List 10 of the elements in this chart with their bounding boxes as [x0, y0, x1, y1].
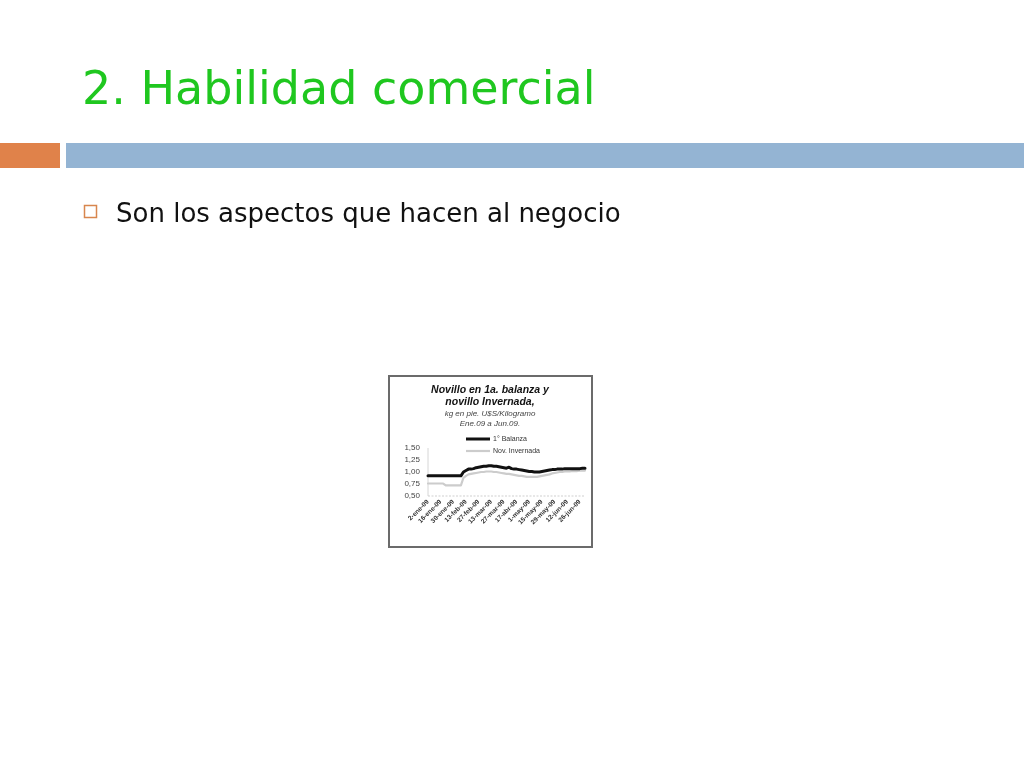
y-tick-label: 0,50: [404, 491, 421, 501]
y-tick-label: 1,25: [404, 455, 421, 465]
y-tick-label: 0,75: [404, 479, 421, 489]
y-tick-label: 1,50: [404, 443, 421, 453]
text: 2. Habilidad comercial: [82, 61, 596, 115]
line-series: [426, 464, 587, 478]
text: Son los aspectos que hacen al negocio: [116, 198, 621, 228]
y-tick-label: 1,00: [404, 467, 421, 477]
chart-title: Novillo en 1a. balanza y novillo Invernada,: [431, 383, 551, 407]
chart-subtitle: kg en pie. U$S/Kilogramo Ene.09 a Jun.09.: [444, 409, 536, 428]
